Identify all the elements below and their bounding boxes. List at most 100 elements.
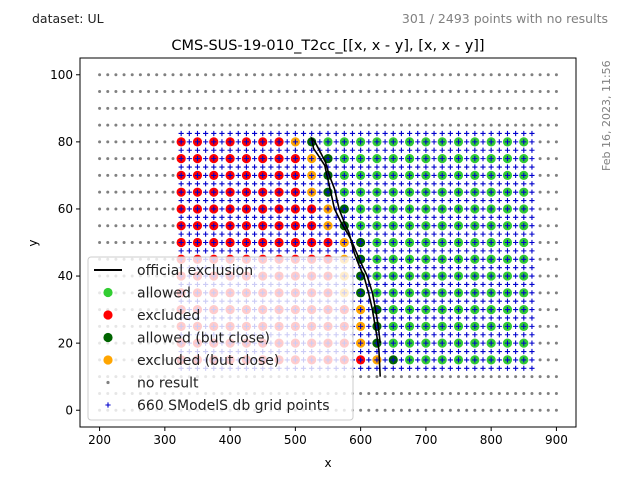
grid-plus [480,214,486,220]
grid-plus [251,130,258,137]
grid-plus [309,181,315,187]
grid-plus [439,365,445,371]
grid-plus [488,281,494,288]
grid-plus [235,197,241,204]
grid-plus [382,181,388,187]
grid-plus [349,130,356,137]
no-result-point [147,157,151,161]
grid-plus [423,332,429,338]
grid-plus [464,223,470,229]
no-result-point [546,190,550,194]
grid-plus [423,130,429,137]
grid-plus [325,223,331,229]
grid-plus [178,181,184,187]
grid-plus [358,290,364,296]
grid-plus [464,332,470,338]
grid-plus [219,130,225,137]
grid-plus [366,147,372,153]
grid-plus [390,256,396,262]
no-result-point [481,90,485,94]
no-result-point [473,123,477,127]
grid-plus [488,298,494,304]
grid-plus [178,239,184,246]
no-result-point [514,408,518,412]
no-result-point [171,190,175,194]
grid-plus [439,181,445,187]
no-result-point [538,274,542,278]
grid-plus [219,189,225,195]
grid-plus [472,265,478,271]
no-result-point [522,73,526,77]
no-result-point [98,140,102,144]
grid-plus [358,306,364,313]
grid-plus [366,332,372,338]
grid-plus [496,197,502,204]
no-result-point [138,140,142,144]
grid-plus [480,130,486,137]
grid-plus [513,265,519,271]
no-result-point [204,123,208,127]
grid-plus [521,357,527,363]
grid-plus [521,189,527,195]
grid-plus [366,265,372,271]
grid-plus [439,197,445,204]
grid-plus [455,172,462,179]
grid-plus [203,147,209,153]
grid-plus [423,172,429,179]
no-result-point [522,391,526,395]
no-result-point [114,207,118,211]
grid-plus [260,239,266,246]
no-result-point [554,358,558,362]
grid-plus [447,290,453,296]
grid-plus [374,248,380,254]
grid-plus [374,273,380,279]
no-result-point [473,90,477,94]
no-result-point [554,224,558,228]
no-result-point [457,408,461,412]
grid-plus [455,223,462,229]
grid-plus [439,139,445,145]
grid-plus [260,156,266,162]
no-result-point [285,123,289,127]
no-result-point [318,123,322,127]
no-result-point [416,123,420,127]
grid-plus [358,214,364,220]
grid-plus [415,206,421,212]
grid-plus [284,147,290,153]
grid-plus [496,147,502,153]
x-tick-label: 200 [88,433,111,447]
grid-plus [439,323,445,329]
no-result-point [457,391,461,395]
no-result-point [187,73,191,77]
no-result-point [546,140,550,144]
grid-plus [447,265,453,271]
grid-plus [504,172,511,179]
no-result-point [505,73,509,77]
grid-plus [260,147,266,153]
grid-plus [211,223,217,229]
no-result-point [522,408,526,412]
y-tick-label: 80 [58,135,73,149]
no-result-point [212,123,216,127]
grid-plus [480,306,486,313]
grid-plus [529,164,535,170]
grid-plus [513,172,519,179]
grid-plus [300,172,307,179]
no-result-point [350,106,354,110]
grid-plus [366,315,372,321]
no-result-point [114,73,118,77]
no-result-point [147,90,151,94]
grid-plus [284,206,290,212]
grid-plus [390,172,396,179]
grid-plus [300,223,307,229]
grid-plus [382,323,388,329]
no-result-point [147,123,151,127]
grid-plus [431,348,437,355]
grid-plus [219,231,225,237]
x-axis-label: x [324,456,331,470]
no-result-point [285,73,289,77]
no-result-point [408,408,412,412]
grid-plus [521,273,527,279]
grid-plus [496,306,502,313]
grid-plus [447,206,453,212]
